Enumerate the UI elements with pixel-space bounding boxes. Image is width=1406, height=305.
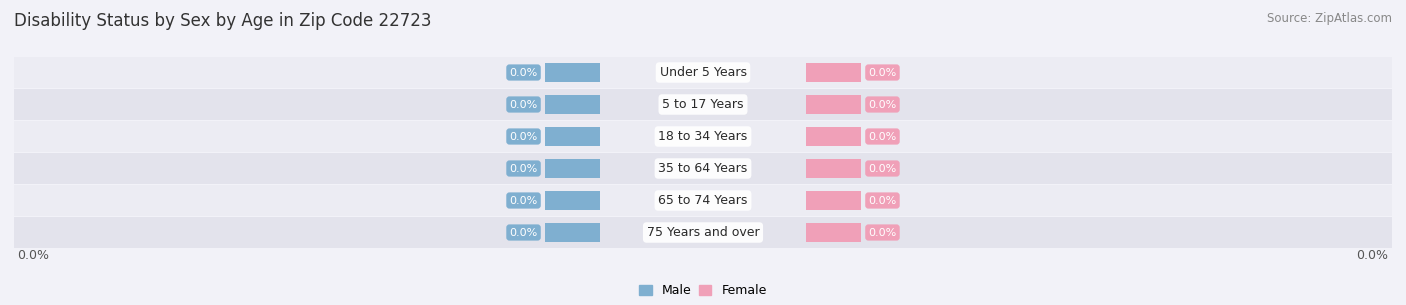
Text: 0.0%: 0.0% (509, 196, 537, 206)
Bar (807, 159, 862, 178)
Text: 0.0%: 0.0% (509, 163, 537, 174)
Bar (544, 127, 599, 146)
Bar (807, 191, 862, 210)
Bar (544, 63, 599, 82)
Text: 0.0%: 0.0% (869, 196, 897, 206)
Text: Under 5 Years: Under 5 Years (659, 66, 747, 79)
Text: 75 Years and over: 75 Years and over (647, 226, 759, 239)
Bar (14, 217, 1392, 248)
Text: 0.0%: 0.0% (509, 67, 537, 77)
Legend: Male, Female: Male, Female (634, 279, 772, 303)
Bar (14, 121, 1392, 152)
Bar (807, 127, 862, 146)
Text: 0.0%: 0.0% (509, 99, 537, 109)
Text: 0.0%: 0.0% (17, 249, 49, 262)
Bar (807, 63, 862, 82)
Bar (544, 95, 599, 114)
Bar (14, 153, 1392, 184)
Text: 18 to 34 Years: 18 to 34 Years (658, 130, 748, 143)
Text: 0.0%: 0.0% (869, 67, 897, 77)
Text: 65 to 74 Years: 65 to 74 Years (658, 194, 748, 207)
Text: 0.0%: 0.0% (869, 228, 897, 238)
Bar (14, 57, 1392, 88)
Text: 35 to 64 Years: 35 to 64 Years (658, 162, 748, 175)
Text: Source: ZipAtlas.com: Source: ZipAtlas.com (1267, 12, 1392, 25)
Bar (14, 89, 1392, 120)
Text: 0.0%: 0.0% (869, 163, 897, 174)
Text: 0.0%: 0.0% (1357, 249, 1389, 262)
Text: 5 to 17 Years: 5 to 17 Years (662, 98, 744, 111)
Text: 0.0%: 0.0% (869, 99, 897, 109)
Text: 0.0%: 0.0% (869, 131, 897, 142)
Text: Disability Status by Sex by Age in Zip Code 22723: Disability Status by Sex by Age in Zip C… (14, 12, 432, 30)
Text: 0.0%: 0.0% (509, 131, 537, 142)
Bar (544, 191, 599, 210)
Text: 0.0%: 0.0% (509, 228, 537, 238)
Bar (544, 159, 599, 178)
Bar (807, 95, 862, 114)
Bar (544, 223, 599, 242)
Bar (807, 223, 862, 242)
Bar (14, 185, 1392, 216)
